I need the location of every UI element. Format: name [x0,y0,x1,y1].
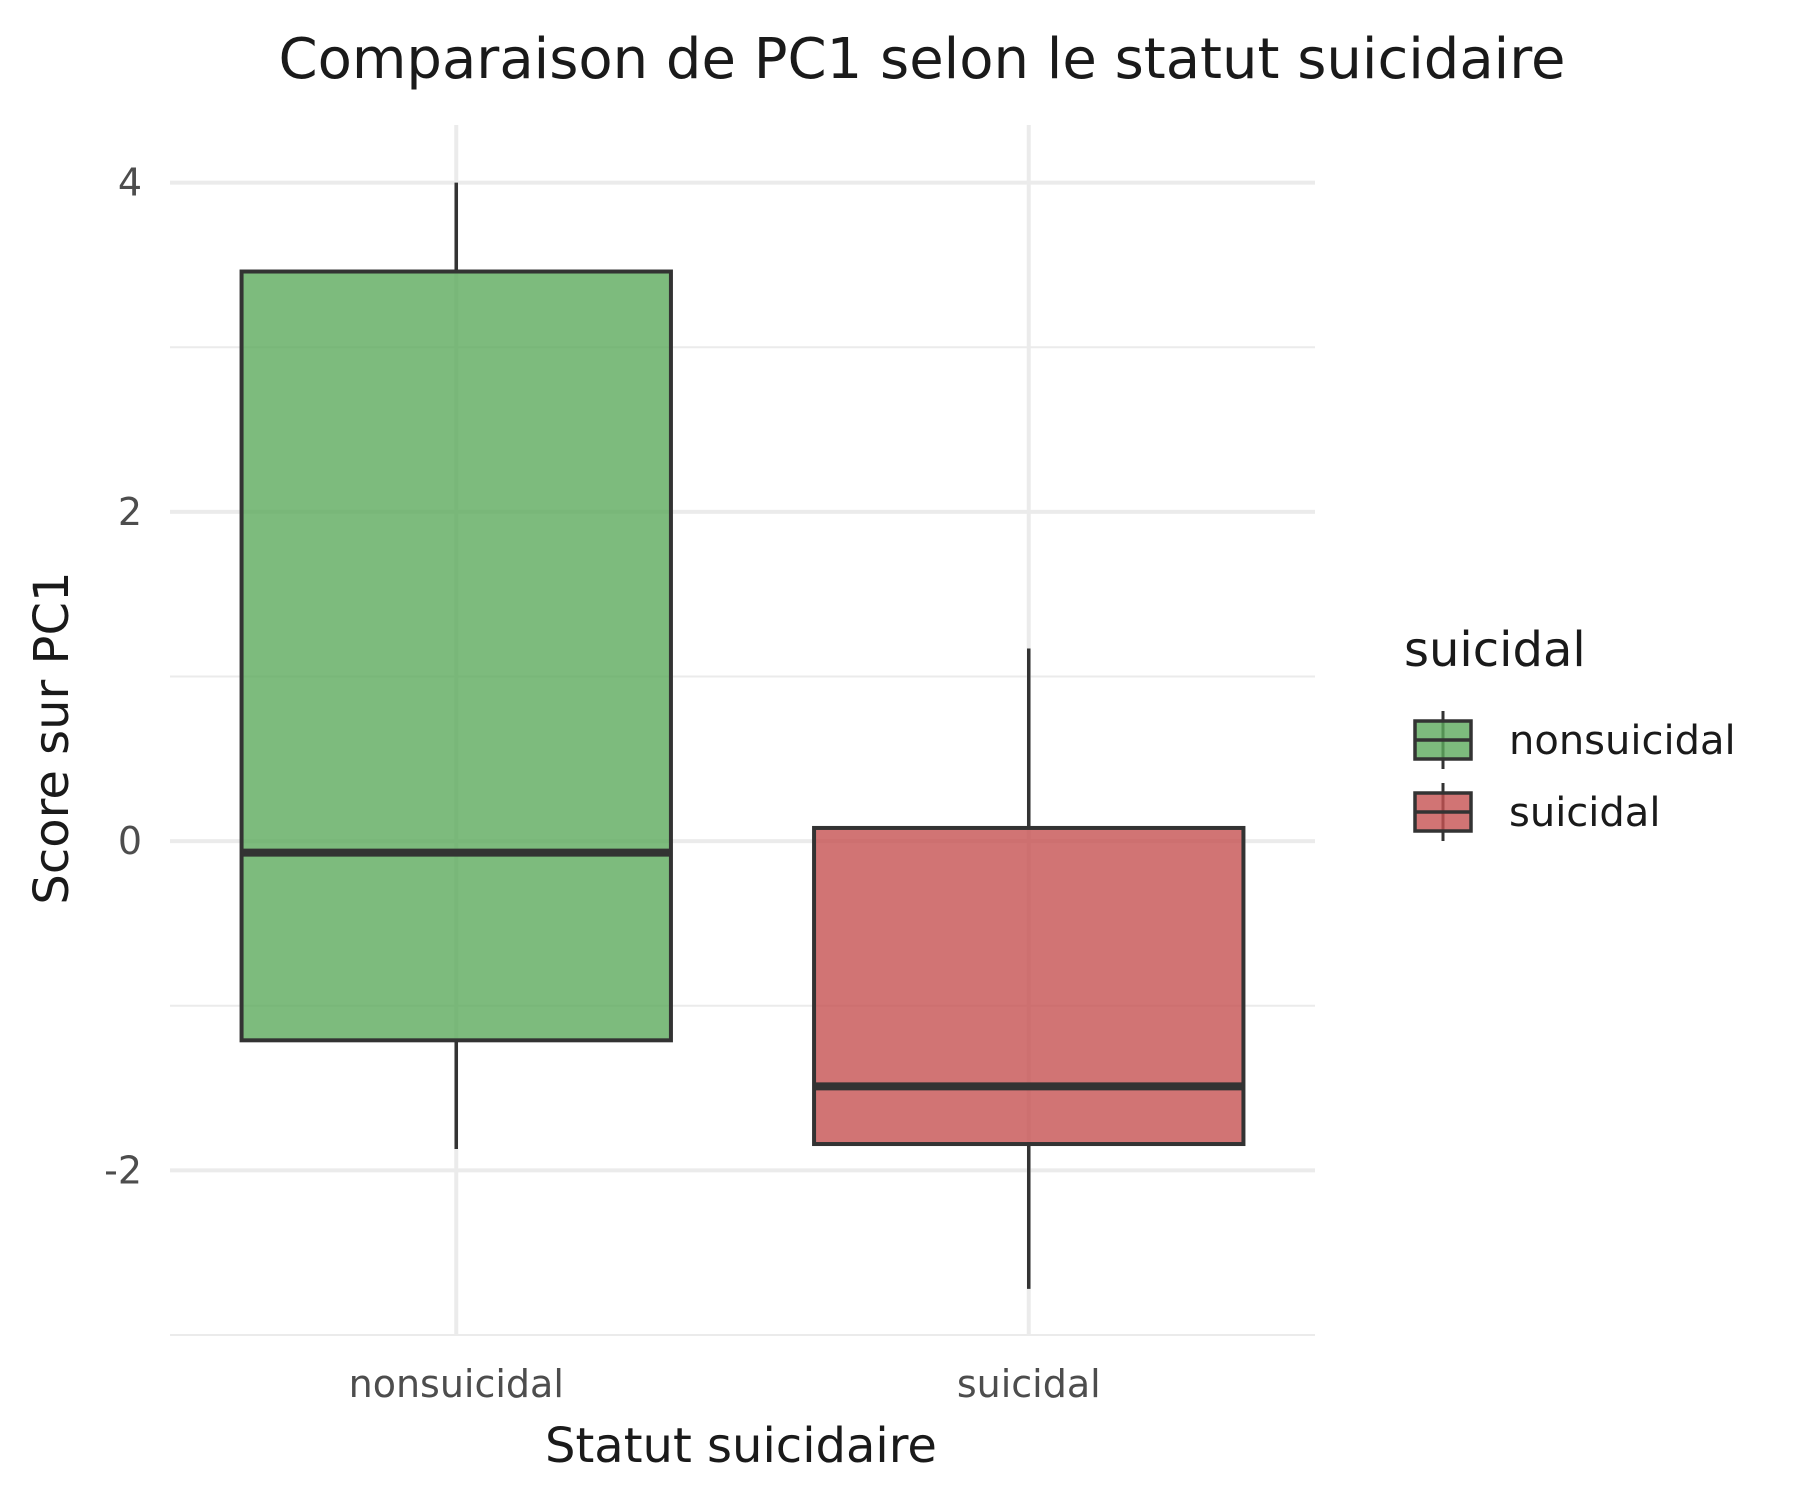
box-suicidal [812,648,1246,1289]
box-iqr [239,269,673,1043]
x-axis-title: Statut suicidaire [545,1418,937,1474]
x-tick-label: suicidal [957,1362,1101,1406]
legend-label: nonsuicidal [1509,718,1736,764]
y-tick-label: 4 [118,161,142,205]
y-axis-ticks: -2 0 2 4 [104,161,142,1193]
legend-label: suicidal [1509,790,1660,836]
legend: suicidal nonsuicidal suicidal [1404,622,1736,841]
x-tick-label: nonsuicidal [349,1362,564,1406]
y-axis-title: Score sur PC1 [24,571,80,904]
box-iqr [812,825,1246,1147]
legend-item-suicidal: suicidal [1413,783,1660,841]
legend-item-nonsuicidal: nonsuicidal [1413,711,1736,769]
chart-title: Comparaison de PC1 selon le statut suici… [279,27,1566,92]
x-axis-ticks: nonsuicidal suicidal [349,1362,1101,1406]
boxes [239,182,1246,1289]
y-tick-label: -2 [104,1148,142,1192]
y-tick-label: 0 [118,819,142,863]
y-tick-label: 2 [118,490,142,534]
box-nonsuicidal [239,182,673,1149]
legend-title: suicidal [1404,622,1586,678]
